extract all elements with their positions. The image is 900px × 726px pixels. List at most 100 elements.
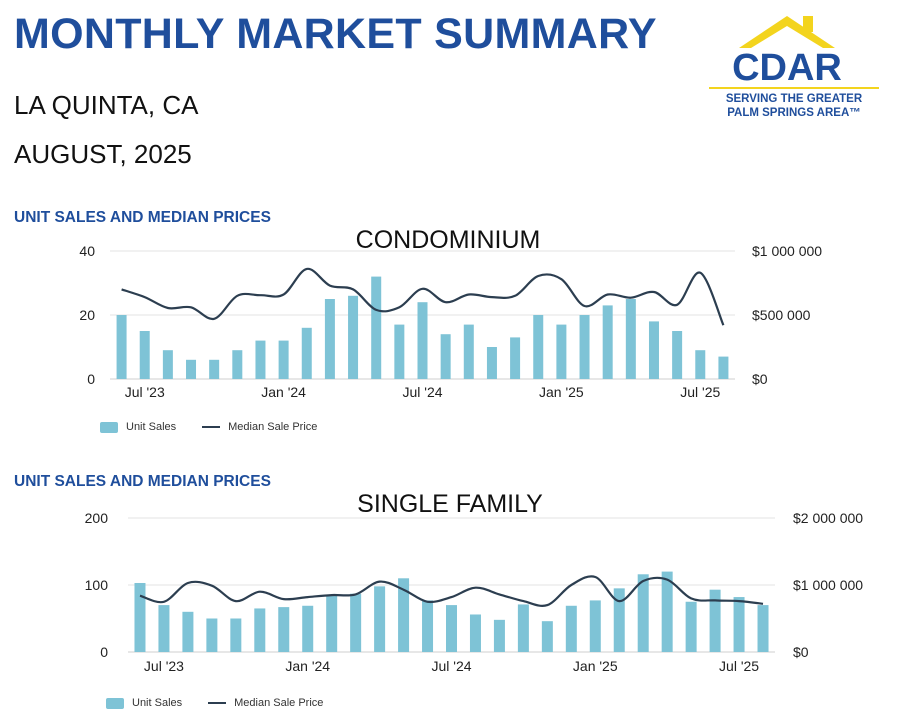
x-tick-label: Jan '25 [539,384,584,400]
sales-bar [589,600,601,652]
legend-unit-sales: Unit Sales [126,421,177,433]
chart-title: CONDOMINIUM [356,226,541,254]
x-tick-label: Jan '25 [573,658,618,674]
sales-bar [417,302,428,379]
x-tick-label: Jan '24 [261,384,306,400]
sales-bar [186,359,197,379]
median-price-line [139,575,764,607]
legend-bar-swatch [106,697,124,709]
x-tick-label: Jan '24 [285,658,330,674]
y-left-tick-label: 40 [79,243,95,259]
sfr-section-title: UNIT SALES AND MEDIAN PRICES [14,473,271,490]
sales-bar [324,299,335,379]
sales-bar [718,356,729,379]
sales-bar [348,295,359,379]
sales-bar [422,600,434,652]
sales-bar [374,586,386,652]
sales-bar [637,574,649,652]
y-left-tick-label: 100 [85,577,109,593]
sales-bar [350,593,362,652]
sales-bar [440,334,451,379]
sales-bar [661,571,673,652]
sales-bar [326,595,338,652]
cdar-logo: CDAR SERVING THE GREATER PALM SPRINGS AR… [705,12,883,122]
house-roof-icon: CDAR [709,16,879,89]
sales-bar [685,601,697,652]
sales-bar [394,324,405,379]
sales-bar [733,597,745,652]
sales-bar [486,347,497,379]
sales-bar [625,299,636,379]
x-tick-label: Jul '25 [719,658,759,674]
sales-bar [302,605,314,652]
sales-bar [533,315,544,379]
legend-line-swatch [208,702,227,704]
sales-bar [556,324,567,379]
sales-bar [116,315,127,379]
sales-bar [301,327,312,379]
legend-unit-sales: Unit Sales [132,697,183,709]
sales-bar [463,324,474,379]
sales-bar [255,340,266,379]
legend-median-price: Median Sale Price [234,697,324,709]
legend-bar-swatch [100,421,118,433]
sfr-legend: Unit Sales Median Sale Price [106,697,323,709]
logo-tagline-1: SERVING THE GREATER [725,93,863,105]
x-tick-label: Jul '24 [431,658,471,674]
sales-bar [672,331,683,379]
y-right-tick-label: $0 [793,644,809,660]
sales-bar [182,611,194,652]
sales-bar [493,619,505,652]
sales-bar [517,604,529,652]
sales-bar [541,621,553,652]
sales-bar [398,578,410,652]
chart-title: SINGLE FAMILY [357,490,543,518]
logo-wordmark: CDAR [732,47,842,89]
sales-bar [695,350,706,379]
sales-bar [613,588,625,652]
legend-line-swatch [202,426,221,428]
sales-bar [579,315,590,379]
sales-bar [709,589,721,652]
sales-bar [139,331,150,379]
period-heading: AUGUST, 2025 [14,139,192,169]
sales-bar [371,276,382,379]
x-tick-label: Jul '24 [402,384,442,400]
sales-bar [158,605,170,652]
sales-bar [134,582,146,652]
page-title: MONTHLY MARKET SUMMARY [14,10,657,58]
y-left-tick-label: 200 [85,510,109,526]
sales-bar [510,337,521,379]
location-heading: LA QUINTA, CA [14,90,199,120]
condo-chart: CONDOMINIUM 0 $0 20 $500 000 40 $1 000 000 Jul … [79,226,822,400]
logo-tagline-2: PALM SPRINGS AREA™ [727,107,861,119]
sales-bar [278,340,289,379]
x-tick-label: Jul '23 [125,384,165,400]
sales-bar [254,608,266,652]
y-right-tick-label: $0 [752,371,768,387]
sales-bar [232,350,243,379]
y-left-tick-label: 0 [100,644,108,660]
sales-bar [565,605,577,652]
legend-median-price: Median Sale Price [228,421,318,433]
sales-bar [602,305,613,379]
sales-bar [230,618,242,652]
sales-bar [648,321,659,379]
sales-bar [206,618,218,652]
y-right-tick-label: $2 000 000 [793,510,863,526]
y-left-tick-label: 0 [87,371,95,387]
sales-bar [469,614,481,652]
y-left-tick-label: 20 [79,307,95,323]
sales-bar [162,350,173,379]
sales-bar [278,607,290,652]
sales-bar [209,359,220,379]
x-tick-label: Jul '25 [680,384,720,400]
y-right-tick-label: $1 000 000 [752,243,822,259]
condo-section-title: UNIT SALES AND MEDIAN PRICES [14,209,271,226]
median-price-line [121,267,725,326]
single-family-chart: SINGLE FAMILY 0 $0 100 $1 000 000 200 $2 000 0… [85,490,864,674]
y-right-tick-label: $500 000 [752,307,811,323]
sales-bar [757,605,769,652]
sales-bar [446,605,457,652]
y-right-tick-label: $1 000 000 [793,577,863,593]
